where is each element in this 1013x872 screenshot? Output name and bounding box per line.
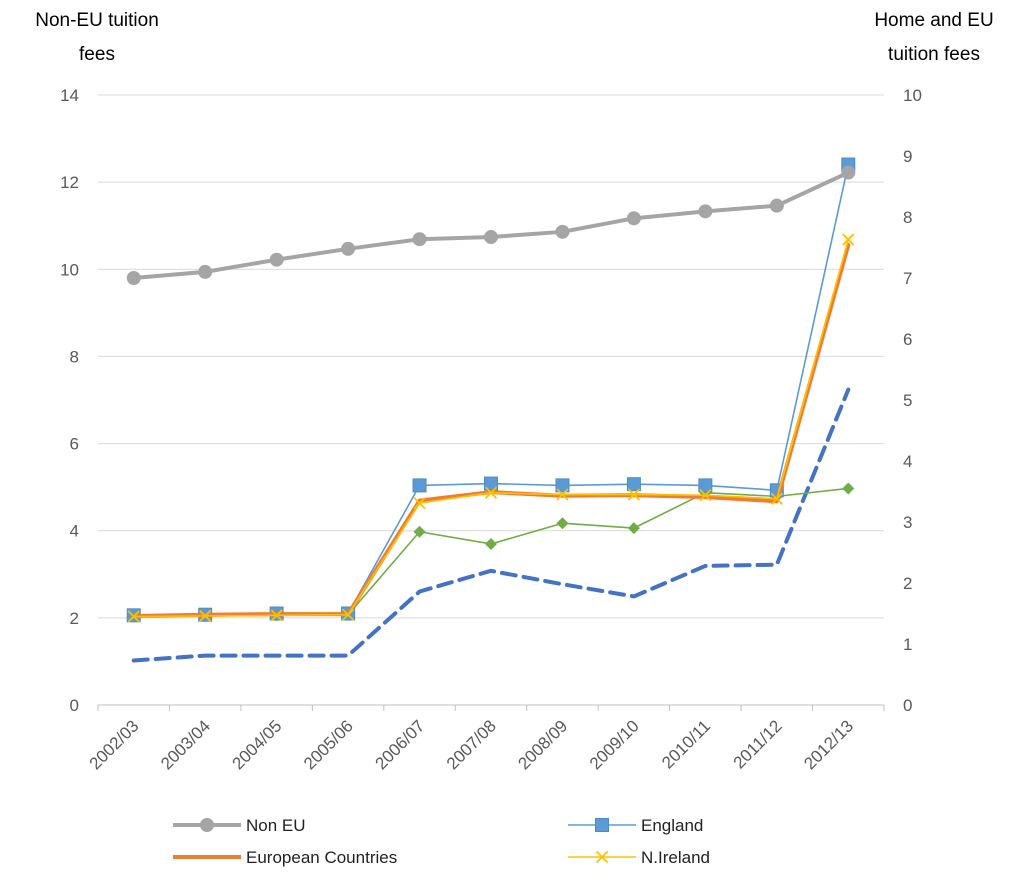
data-point-series-5 — [842, 482, 855, 495]
legend-label-european-countries: European Countries — [246, 848, 397, 867]
legend-label-n-ireland: N.Ireland — [641, 848, 710, 867]
right-axis-ticks: 0 1 2 3 4 5 6 7 8 9 10 — [903, 86, 922, 715]
x-tick-label: 2005/06 — [300, 716, 357, 773]
data-point-n-ireland — [484, 486, 498, 499]
data-point-n-ireland — [341, 608, 355, 621]
right-tick-label: 2 — [903, 574, 912, 593]
data-point-n-ireland — [127, 610, 140, 623]
series-series-5 — [127, 482, 855, 623]
data-point-england — [555, 478, 570, 493]
data-point-series-5 — [485, 537, 497, 550]
legend-item-non-eu: Non EU — [173, 816, 306, 835]
left-tick-label: 12 — [60, 173, 79, 192]
right-tick-label: 5 — [903, 391, 912, 410]
right-tick-label: 10 — [903, 86, 922, 105]
data-point-n-ireland — [199, 609, 212, 623]
x-tick-label: 2011/12 — [730, 716, 786, 772]
data-point-n-ireland — [627, 488, 641, 501]
left-tick-label: 6 — [70, 435, 79, 454]
right-tick-label: 0 — [903, 696, 912, 715]
left-tick-label: 14 — [60, 86, 79, 105]
legend-item-european-countries: European Countries — [173, 848, 397, 867]
series-group — [126, 157, 856, 663]
data-point-non-eu — [269, 252, 284, 267]
data-point-non-eu — [126, 271, 141, 285]
legend-item-england: England — [568, 816, 703, 835]
data-point-n-ireland — [270, 609, 283, 622]
data-point-england — [626, 477, 641, 492]
right-tick-label: 6 — [903, 330, 912, 349]
series-n-ireland — [127, 233, 855, 623]
series-non-eu — [126, 165, 856, 285]
left-tick-label: 2 — [70, 609, 79, 628]
data-point-series-5 — [556, 517, 569, 530]
data-point-non-eu — [841, 165, 856, 180]
data-point-england — [484, 476, 498, 491]
x-tick-label: 2006/07 — [371, 716, 428, 773]
data-point-england — [412, 478, 427, 493]
data-point-non-eu — [626, 211, 641, 226]
data-point-n-ireland — [770, 492, 783, 505]
data-point-n-ireland — [842, 233, 855, 246]
right-tick-label: 7 — [903, 269, 912, 288]
data-point-non-eu — [412, 232, 427, 247]
series-line-non-eu — [131, 170, 851, 280]
axes — [97, 704, 885, 711]
x-tick-label: 2010/11 — [658, 716, 714, 772]
left-tick-label: 4 — [70, 522, 79, 541]
data-point-series-5 — [413, 525, 426, 538]
series-european-countries — [131, 243, 851, 618]
x-tick-label: 2009/10 — [586, 716, 643, 773]
left-tick-label: 8 — [70, 347, 79, 366]
x-tick-label: 2007/08 — [443, 716, 500, 773]
data-point-non-eu — [484, 230, 498, 245]
data-point-non-eu — [341, 241, 356, 256]
left-axis-title-line-1: Non-EU tuition — [35, 10, 159, 31]
data-point-non-eu — [555, 224, 570, 239]
left-tick-label: 10 — [60, 260, 79, 279]
series-england — [126, 157, 856, 623]
x-tick-label: 2012/13 — [800, 716, 857, 773]
left-axis-title-line-2: fees — [79, 44, 115, 65]
data-point-n-ireland — [556, 488, 569, 501]
legend-marker-england — [595, 818, 609, 832]
x-tick-label: 2004/05 — [229, 716, 286, 773]
x-tick-label: 2008/09 — [514, 716, 571, 773]
legend-marker-n-ireland — [595, 850, 609, 864]
right-tick-label: 1 — [903, 635, 912, 654]
right-axis-title-line-1: Home and EU — [874, 10, 993, 31]
data-point-n-ireland — [699, 489, 712, 502]
data-point-non-eu — [769, 198, 784, 213]
data-point-non-eu — [198, 264, 213, 279]
series-line-series-6 — [131, 387, 851, 663]
right-tick-label: 9 — [903, 147, 912, 166]
left-axis-ticks: 0 2 4 6 8 10 12 14 — [60, 86, 79, 715]
right-tick-label: 4 — [903, 452, 912, 471]
legend-marker-non-eu — [200, 818, 214, 832]
legend-item-n-ireland: N.Ireland — [568, 848, 710, 867]
series-line-n-ireland — [132, 238, 850, 618]
x-tick-label: 2002/03 — [86, 716, 143, 773]
legend: Non EU England European Countries N.Ireland — [173, 816, 710, 867]
data-point-series-5 — [627, 522, 640, 535]
series-line-series-5 — [132, 487, 850, 618]
right-tick-label: 3 — [903, 513, 912, 532]
right-tick-label: 8 — [903, 208, 912, 227]
left-tick-label: 0 — [70, 696, 79, 715]
x-tick-label: 2003/04 — [157, 716, 214, 773]
legend-label-england: England — [641, 816, 703, 835]
legend-label-non-eu: Non EU — [246, 816, 306, 835]
data-point-n-ireland — [413, 496, 426, 510]
series-series-6 — [131, 387, 851, 663]
series-line-european-countries — [131, 243, 851, 618]
data-point-non-eu — [698, 204, 713, 219]
x-axis-ticks: 2002/03 2003/04 2004/05 2005/06 2006/07 2007/… — [86, 716, 857, 773]
data-point-england — [698, 478, 713, 493]
right-axis-title-line-2: tuition fees — [888, 44, 980, 65]
